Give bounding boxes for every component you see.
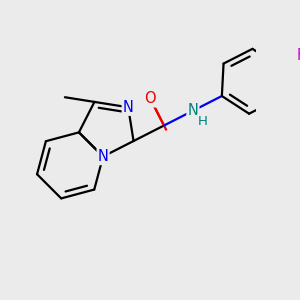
Text: H: H bbox=[198, 115, 208, 128]
Text: N: N bbox=[123, 100, 134, 115]
Text: N: N bbox=[188, 103, 198, 118]
Text: O: O bbox=[145, 92, 156, 106]
Text: N: N bbox=[98, 149, 109, 164]
Text: F: F bbox=[297, 48, 300, 63]
